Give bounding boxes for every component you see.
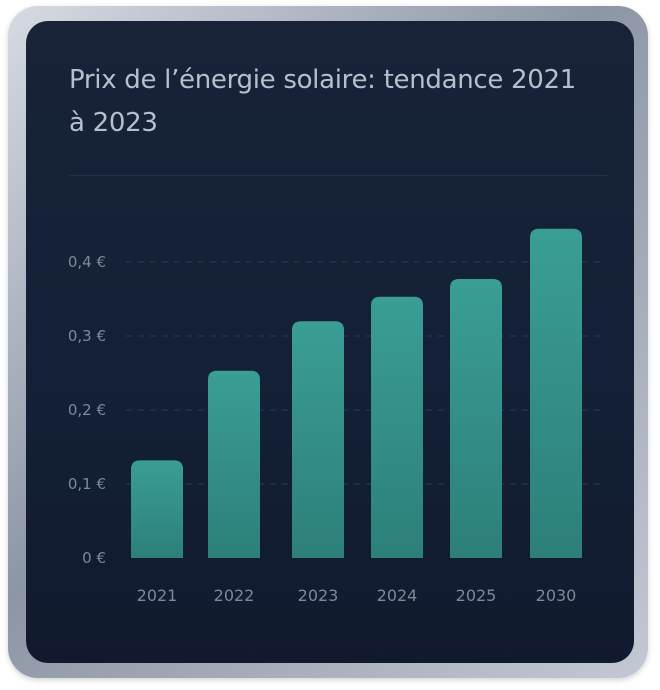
bar-2024 bbox=[371, 296, 423, 558]
y-axis-ticks: 0 € 0,1 € 0,2 € 0,3 € 0,4 € bbox=[68, 253, 106, 567]
bar-2021 bbox=[131, 460, 183, 558]
y-tick-label: 0 € bbox=[82, 549, 106, 567]
x-tick-label: 2021 bbox=[137, 586, 178, 605]
bar-2025 bbox=[450, 279, 502, 558]
bar-2022 bbox=[208, 370, 260, 558]
chart-card: Prix de l’énergie solaire: tendance 2021… bbox=[26, 21, 634, 663]
x-tick-label: 2022 bbox=[214, 586, 255, 605]
bar-2023 bbox=[292, 321, 344, 558]
x-tick-label: 2030 bbox=[536, 586, 577, 605]
y-tick-label: 0,1 € bbox=[68, 475, 106, 493]
bar-2030 bbox=[530, 228, 582, 558]
bar-chart: 0 € 0,1 € 0,2 € 0,3 € 0,4 € 2021 2022 2023 2024… bbox=[68, 228, 606, 605]
y-tick-label: 0,4 € bbox=[68, 253, 106, 271]
chart-title: Prix de l’énergie solaire: tendance 2021… bbox=[69, 65, 577, 138]
title-divider bbox=[69, 175, 607, 176]
x-tick-label: 2024 bbox=[377, 586, 418, 605]
y-tick-label: 0,3 € bbox=[68, 327, 106, 345]
x-tick-label: 2025 bbox=[456, 586, 497, 605]
bars bbox=[131, 228, 582, 558]
x-tick-label: 2023 bbox=[298, 586, 339, 605]
grid-lines bbox=[126, 261, 606, 485]
x-axis-labels: 2021 2022 2023 2024 2025 2030 bbox=[137, 586, 577, 605]
y-tick-label: 0,2 € bbox=[68, 401, 106, 419]
